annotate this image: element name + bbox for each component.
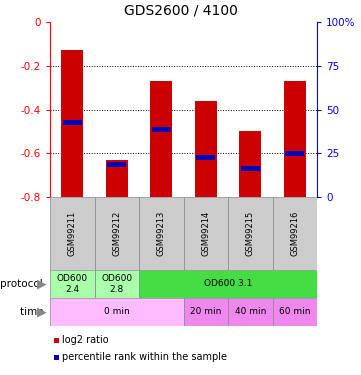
Text: GSM99215: GSM99215 [246,211,255,256]
Bar [228,298,273,326]
Text: time: time [19,307,47,317]
Text: percentile rank within the sample: percentile rank within the sample [62,352,227,362]
Bar [152,127,171,132]
Text: GDS2600 / 4100: GDS2600 / 4100 [123,3,238,17]
Bar [284,81,306,197]
Bar [95,197,139,270]
Bar [95,270,139,298]
Text: GSM99212: GSM99212 [112,211,121,256]
Bar [61,51,83,197]
Text: GSM99211: GSM99211 [68,211,77,256]
Bar [150,81,172,197]
Text: OD600
2.4: OD600 2.4 [57,274,88,294]
Text: OD600
2.8: OD600 2.8 [101,274,132,294]
Bar [50,197,95,270]
Bar [54,338,59,343]
Bar [50,298,183,326]
Bar [50,270,95,298]
Bar [273,298,317,326]
Bar [54,355,59,360]
Text: 60 min: 60 min [279,308,310,316]
Bar [241,166,260,171]
Text: ▶: ▶ [37,306,47,318]
Text: OD600 3.1: OD600 3.1 [204,279,252,288]
Text: GSM99216: GSM99216 [290,211,299,256]
Bar [63,120,82,125]
Bar [107,162,126,166]
Bar [273,197,317,270]
Text: 20 min: 20 min [190,308,221,316]
Text: GSM99213: GSM99213 [157,211,166,256]
Text: ▶: ▶ [37,278,47,291]
Bar [285,151,304,156]
Bar [183,298,228,326]
Text: 0 min: 0 min [104,308,130,316]
Bar [196,155,215,160]
Bar [183,197,228,270]
Bar [228,197,273,270]
Text: protocol: protocol [0,279,47,289]
Bar [195,101,217,197]
Text: GSM99214: GSM99214 [201,211,210,256]
Bar [139,197,183,270]
Bar [106,160,128,197]
Text: log2 ratio: log2 ratio [62,335,109,345]
Text: 40 min: 40 min [235,308,266,316]
Bar [139,270,317,298]
Bar [239,131,261,197]
